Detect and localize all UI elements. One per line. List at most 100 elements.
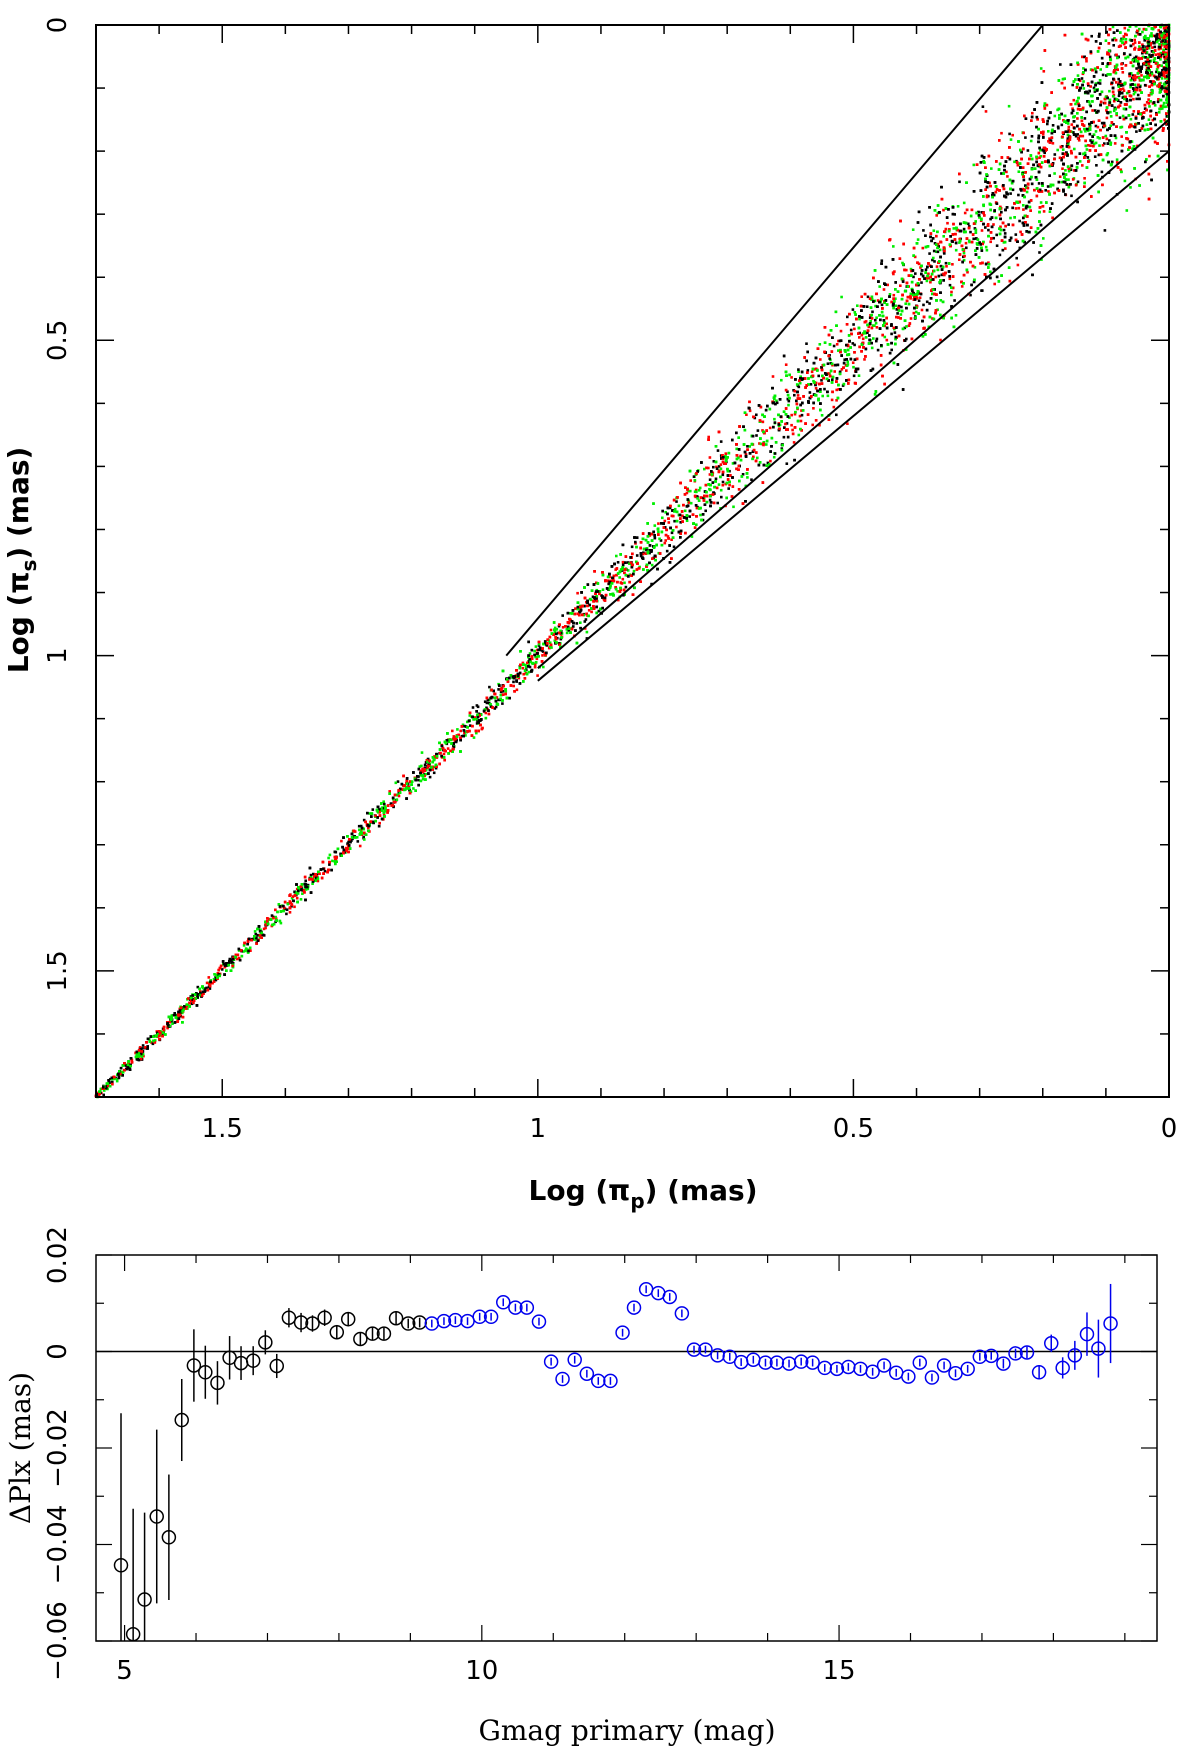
top-data-point — [1137, 33, 1140, 36]
top-data-point — [405, 779, 408, 783]
top-data-point — [932, 256, 935, 260]
top-data-point — [220, 968, 224, 971]
top-data-point — [1022, 204, 1025, 207]
top-data-point — [628, 562, 631, 565]
top-data-point — [806, 369, 810, 372]
top-data-point — [258, 936, 262, 939]
top-data-point — [1138, 27, 1141, 31]
top-data-point — [587, 609, 591, 612]
top-data-point — [279, 921, 283, 925]
top-data-point — [170, 1019, 173, 1023]
top-data-point — [1017, 206, 1021, 210]
top-data-point — [787, 403, 790, 407]
top-data-point — [894, 304, 898, 308]
top-data-point — [900, 305, 903, 309]
top-data-point — [1093, 109, 1097, 112]
top-data-point — [768, 426, 772, 430]
top-data-point — [1159, 54, 1163, 57]
top-data-point — [323, 869, 327, 873]
top-data-point — [933, 242, 937, 245]
top-data-point — [1115, 158, 1119, 161]
top-data-point — [1165, 95, 1169, 98]
top-data-point — [1038, 156, 1041, 159]
top-data-point — [967, 222, 970, 226]
top-data-point — [888, 293, 892, 296]
top-data-point — [839, 329, 843, 333]
top-data-point — [827, 372, 830, 375]
top-data-point — [1097, 81, 1100, 85]
top-data-point — [1043, 151, 1046, 155]
top-data-point — [181, 1011, 184, 1015]
top-data-point — [1031, 111, 1034, 115]
top-data-point — [1083, 151, 1087, 155]
top-data-point — [1060, 180, 1064, 184]
top-data-point — [857, 374, 861, 377]
top-data-point — [920, 308, 924, 312]
top-data-point — [689, 479, 692, 482]
top-data-point — [1071, 107, 1074, 110]
top-data-point — [832, 405, 836, 409]
top-data-point — [359, 828, 363, 832]
top-data-point — [1129, 83, 1132, 86]
top-data-point — [1089, 124, 1092, 127]
top-data-point — [534, 655, 538, 659]
top-data-point — [1136, 93, 1140, 97]
top-data-point — [793, 412, 797, 416]
top-data-point — [1141, 30, 1144, 34]
top-data-point — [1105, 109, 1108, 112]
top-data-point — [943, 252, 946, 255]
top-data-point — [687, 489, 690, 493]
top-data-point — [909, 292, 913, 296]
top-data-point — [797, 368, 800, 371]
top-data-point — [948, 277, 952, 281]
top-data-point — [687, 501, 691, 504]
top-data-point — [648, 534, 652, 537]
top-data-point — [264, 926, 267, 930]
top-data-point — [1084, 154, 1087, 157]
top-data-point — [788, 416, 791, 419]
top-data-point — [917, 299, 921, 302]
top-data-point — [242, 944, 246, 947]
top-data-point — [699, 513, 702, 517]
top-data-point — [704, 509, 707, 513]
top-data-point — [368, 812, 372, 815]
top-data-point — [485, 701, 489, 705]
top-data-point — [1112, 109, 1116, 113]
top-data-point — [1103, 142, 1106, 145]
top-data-point — [951, 263, 954, 266]
top-data-point — [1159, 51, 1163, 55]
top-data-point — [984, 245, 988, 249]
top-data-point — [621, 563, 625, 567]
top-data-point — [522, 672, 525, 676]
top-data-point — [432, 771, 436, 775]
top-data-point — [553, 639, 557, 642]
top-data-point — [661, 516, 664, 520]
top-data-point — [1070, 194, 1073, 198]
top-data-point — [909, 297, 912, 300]
top-data-point — [875, 339, 878, 343]
top-data-point — [256, 933, 259, 937]
top-data-point — [852, 374, 856, 378]
top-data-point — [315, 873, 319, 876]
top-data-point — [1161, 107, 1164, 110]
top-data-point — [1133, 46, 1137, 50]
top-data-point — [853, 327, 856, 331]
top-data-point — [608, 575, 611, 579]
top-data-point — [716, 449, 720, 452]
top-data-point — [697, 489, 701, 492]
top-data-point — [1006, 175, 1009, 178]
top-data-point — [911, 228, 915, 231]
top-data-point — [1151, 118, 1155, 122]
top-data-point — [840, 295, 843, 299]
top-data-point — [992, 223, 995, 226]
top-data-point — [1111, 25, 1115, 29]
top-data-point — [1051, 124, 1055, 127]
top-data-point — [1071, 178, 1075, 181]
top-data-point — [755, 413, 758, 417]
top-data-point — [1017, 170, 1021, 173]
top-data-point — [1060, 123, 1064, 127]
top-data-point — [746, 445, 749, 448]
top-data-point — [950, 293, 953, 297]
top-data-point — [328, 853, 332, 857]
top-data-point — [772, 455, 776, 459]
